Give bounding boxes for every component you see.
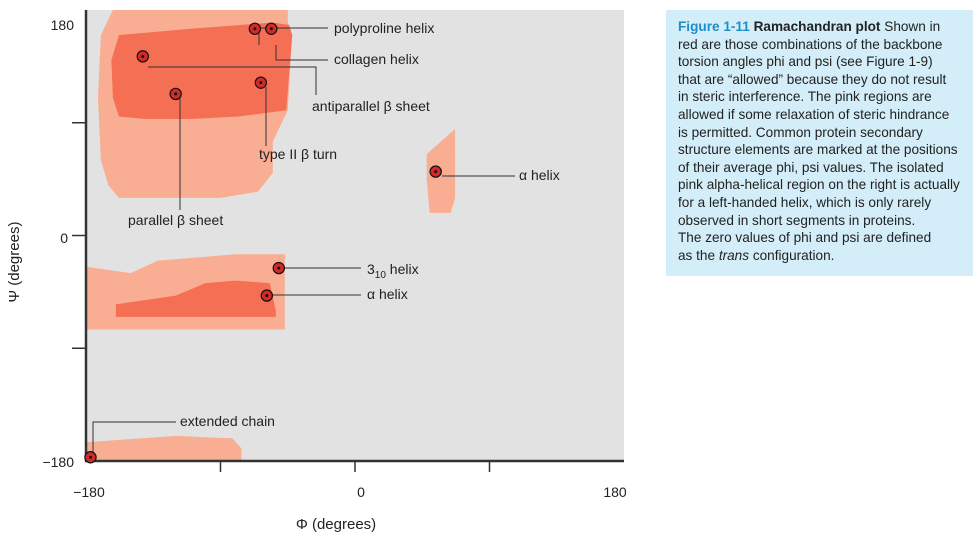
marker-helix (429, 165, 442, 178)
marker-antiparallel-sheet (136, 50, 149, 63)
marker-center-dot (269, 27, 273, 31)
y-axis-title: Ψ (degrees) (6, 222, 23, 303)
caption-line: in steric interference. The pink regions… (678, 89, 932, 105)
marker-extended-chain (84, 451, 97, 464)
figure-caption: Figure 1-11 Ramachandran plot Shown in r… (666, 10, 973, 276)
marker-parallel-sheet (169, 87, 182, 101)
marker-type-ii-turn (254, 76, 268, 89)
label-type2-beta-turn: type II β turn (259, 146, 337, 162)
caption-line: allowed if some relaxation of steric hin… (678, 106, 950, 122)
axis-ticks (72, 122, 491, 472)
caption-line: for a left-handed helix, which is only r… (678, 194, 932, 210)
leader-lines (92, 27, 515, 453)
caption-line: red are those combinations of the backbo… (678, 36, 943, 52)
marker-center-dot (259, 81, 263, 85)
leader-collagen (275, 45, 328, 61)
caption-title: Ramachandran plot (753, 19, 881, 34)
label-3-10-helix: 310 helix (367, 261, 419, 281)
caption-line-end: configuration. (749, 247, 835, 263)
marker-center-dot (174, 92, 178, 96)
marker-center-dot (141, 54, 145, 58)
marker-center-dot (277, 266, 281, 270)
caption-figure-number: Figure 1-11 (678, 19, 750, 34)
caption-line: observed in short segments in proteins. (678, 212, 916, 228)
label-3-10-subscript: 10 (375, 270, 387, 281)
label-extended-chain: extended chain (180, 413, 275, 429)
marker-3-helix (272, 261, 285, 275)
label-polyproline-helix: polyproline helix (334, 20, 434, 36)
marker-polyproline-helix (248, 22, 262, 35)
caption-line: structure elements are marked at the pos… (678, 142, 958, 158)
structure-markers (84, 22, 442, 464)
region-allowed-1 (111, 22, 293, 119)
x-tick-label-right: 180 (603, 484, 627, 500)
marker-center-dot (253, 27, 257, 31)
marker-center-dot (434, 170, 438, 174)
label-antiparallel-beta-sheet: antiparallel β sheet (312, 98, 430, 114)
caption-line: of their average phi, psi values. The is… (678, 159, 944, 175)
caption-line: that are “allowed” because they do not r… (678, 71, 947, 87)
region-relaxed-4 (86, 435, 242, 461)
caption-line: as the (678, 247, 716, 263)
y-tick-label-zero: 0 (60, 230, 68, 246)
caption-line: The zero values of phi and psi are defin… (678, 230, 932, 246)
label-alpha-helix-right: α helix (519, 167, 560, 183)
ramachandran-plot: 180 0 −180 −180 0 180 Φ (degrees) Ψ (deg… (6, 10, 627, 533)
leader-extended (92, 421, 176, 453)
x-tick-label-left: −180 (73, 484, 105, 500)
label-collagen-helix: collagen helix (334, 51, 419, 67)
x-axis-title: Φ (degrees) (296, 516, 376, 533)
caption-line: torsion angles phi and psi (see Figure 1… (678, 54, 933, 70)
marker-center-dot (265, 294, 269, 298)
y-tick-label-top: 180 (51, 17, 75, 33)
label-alpha-helix-left: α helix (367, 286, 408, 302)
caption-line: is permitted. Common protein secondary (678, 124, 923, 140)
region-allowed-3 (115, 280, 276, 317)
label-parallel-beta-sheet: parallel β sheet (128, 212, 223, 228)
label-3-10-tail: helix (386, 261, 419, 277)
marker-collagen-helix (265, 22, 278, 35)
caption-line: pink alpha-helical region on the right i… (678, 177, 960, 193)
leader-antiparallel (148, 66, 317, 95)
x-tick-label-zero: 0 (357, 484, 365, 500)
marker-center-dot (88, 455, 92, 459)
caption-line: Shown in (884, 19, 941, 34)
marker-helix (260, 289, 274, 302)
caption-emphasis-trans: trans (718, 247, 750, 263)
label-3-10-main: 3 (367, 261, 375, 277)
y-tick-label-bottom: −180 (42, 454, 74, 470)
